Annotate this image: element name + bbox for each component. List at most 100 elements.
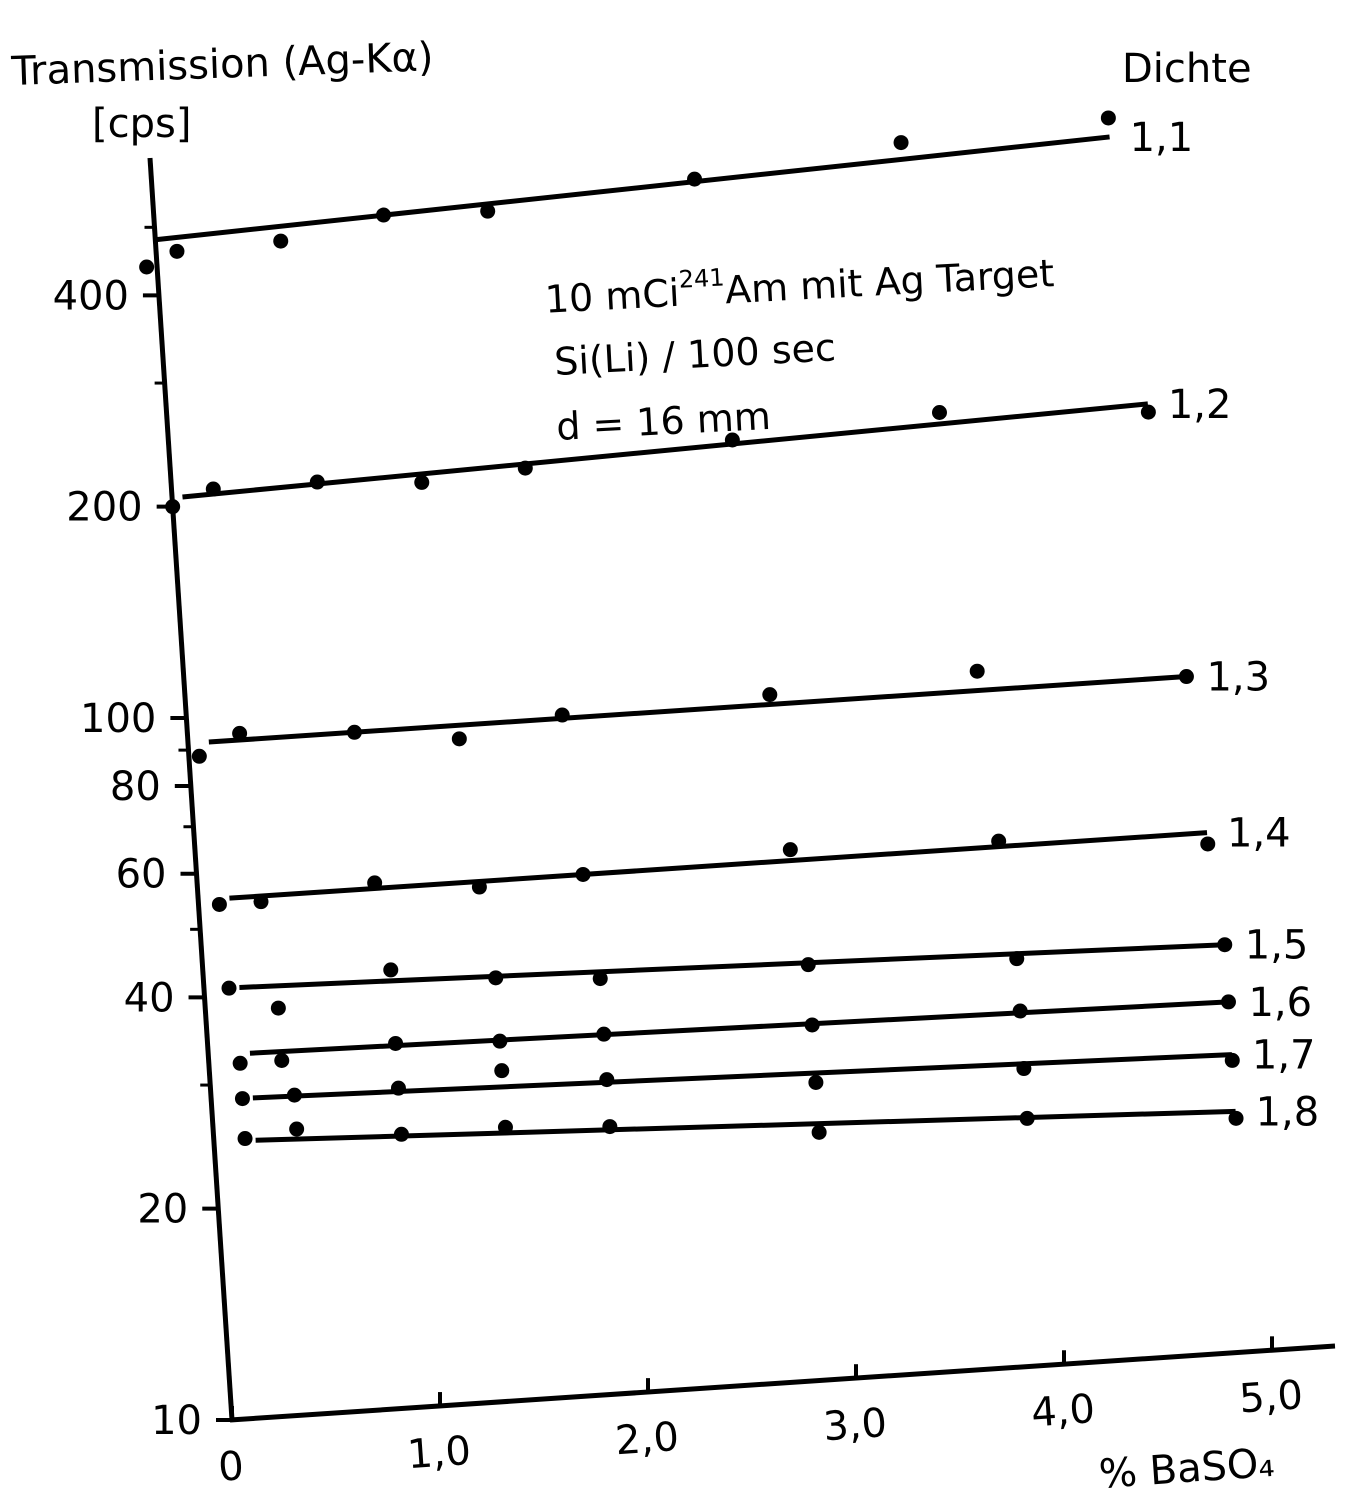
data-point xyxy=(969,663,985,679)
data-point xyxy=(494,1063,510,1079)
data-point xyxy=(599,1072,615,1088)
data-point xyxy=(811,1124,827,1140)
fit-line-3 xyxy=(208,674,1187,745)
data-point xyxy=(1200,836,1216,852)
data-point xyxy=(480,203,496,219)
data-point xyxy=(191,748,207,764)
data-point xyxy=(383,962,399,978)
data-point xyxy=(1016,1061,1032,1077)
data-point xyxy=(893,135,909,151)
y-tick-label: 40 xyxy=(124,975,175,1021)
x-tick-label: 5,0 xyxy=(1238,1372,1305,1422)
annotation: 10 mCi241Am mit Ag Target xyxy=(544,246,1056,322)
data-point xyxy=(497,1119,513,1135)
data-point xyxy=(270,1000,286,1016)
y-tick-label: 60 xyxy=(116,852,167,898)
x-axis-line xyxy=(229,1343,1336,1423)
data-point xyxy=(388,1035,404,1051)
data-point xyxy=(414,474,430,490)
data-point xyxy=(517,460,533,476)
data-point xyxy=(393,1126,409,1142)
data-point xyxy=(221,980,237,996)
fit-line-6 xyxy=(249,999,1229,1056)
data-point xyxy=(139,259,155,275)
data-point xyxy=(492,1033,508,1049)
data-point xyxy=(367,875,383,891)
fit-line-1 xyxy=(155,134,1110,243)
y-tick-label: 400 xyxy=(53,273,129,319)
data-point xyxy=(1012,1003,1028,1019)
data-point xyxy=(554,707,570,723)
data-point xyxy=(165,499,181,515)
series-label: 1,1 xyxy=(1130,115,1194,161)
series-label: 1,4 xyxy=(1227,811,1291,857)
data-point xyxy=(1100,110,1116,126)
data-point xyxy=(309,474,325,490)
y-tick-label: 200 xyxy=(66,485,142,531)
x-tick-label: 1,0 xyxy=(406,1428,473,1478)
data-point xyxy=(253,894,269,910)
fit-line-2 xyxy=(182,401,1149,500)
data-point xyxy=(232,725,248,741)
data-point xyxy=(762,687,778,703)
series-label: 1,6 xyxy=(1248,980,1312,1026)
data-point xyxy=(1178,669,1194,685)
data-point xyxy=(237,1131,253,1147)
series-label: 1,5 xyxy=(1245,923,1309,969)
y-tick-label: 100 xyxy=(80,696,156,742)
data-point xyxy=(724,432,740,448)
data-point xyxy=(376,207,392,223)
data-point xyxy=(273,233,289,249)
y-axis-line xyxy=(147,157,235,1421)
series-label: 1,7 xyxy=(1252,1033,1316,1079)
data-point xyxy=(991,833,1007,849)
data-point xyxy=(169,243,185,259)
y-axis-title: Transmission (Ag-Kα) xyxy=(10,34,434,95)
x-tick-label: 0 xyxy=(217,1443,246,1491)
y-tick-label: 20 xyxy=(137,1187,188,1233)
data-point xyxy=(592,971,608,987)
fit-line-5 xyxy=(239,942,1225,990)
annotation-detector: Si(Li) / 100 sec xyxy=(553,325,837,384)
data-point xyxy=(1228,1110,1244,1126)
y-tick-label: 10 xyxy=(151,1398,202,1444)
data-point xyxy=(1009,951,1025,967)
x-tick-label: 4,0 xyxy=(1030,1386,1097,1436)
series-label: 1,8 xyxy=(1256,1089,1320,1135)
data-point xyxy=(804,1017,820,1033)
series-labels: 1,1 1,2 1,3 1,4 1,5 1,6 1,7 1,8 xyxy=(1130,115,1320,1135)
fit-line-7 xyxy=(252,1052,1233,1101)
data-point xyxy=(451,731,467,747)
data-point xyxy=(274,1053,290,1069)
data-point xyxy=(232,1055,248,1071)
data-point xyxy=(1019,1110,1035,1126)
data-point xyxy=(1224,1052,1240,1068)
data-point xyxy=(234,1091,250,1107)
fit-line-8 xyxy=(255,1108,1236,1143)
y-tick-label: 80 xyxy=(110,764,161,810)
legend-title: Dichte xyxy=(1122,46,1252,92)
fit-line-4 xyxy=(229,830,1208,901)
x-tick-label: 2,0 xyxy=(614,1414,681,1464)
data-points xyxy=(139,110,1244,1147)
fit-lines xyxy=(155,134,1236,1143)
data-point xyxy=(687,171,703,187)
x-axis-title: % BaSO₄ xyxy=(1097,1440,1275,1496)
data-point xyxy=(289,1121,305,1137)
data-point xyxy=(471,879,487,895)
y-axis-unit: [cps] xyxy=(92,101,191,147)
data-point xyxy=(1217,937,1233,953)
data-point xyxy=(808,1074,824,1090)
data-point xyxy=(1140,404,1156,420)
data-point xyxy=(390,1080,406,1096)
data-point xyxy=(782,842,798,858)
annotation-source: 10 mCi241Am mit Ag Target xyxy=(544,246,1056,322)
data-point xyxy=(286,1087,302,1103)
data-point xyxy=(602,1119,618,1135)
data-point xyxy=(596,1026,612,1042)
data-point xyxy=(205,481,221,497)
ticks: 10 20 40 60 80 100 200 400 0 1,0 2,0 3,0 4,0 5,0 xyxy=(53,225,1305,1491)
data-point xyxy=(575,866,591,882)
data-point xyxy=(488,970,504,986)
